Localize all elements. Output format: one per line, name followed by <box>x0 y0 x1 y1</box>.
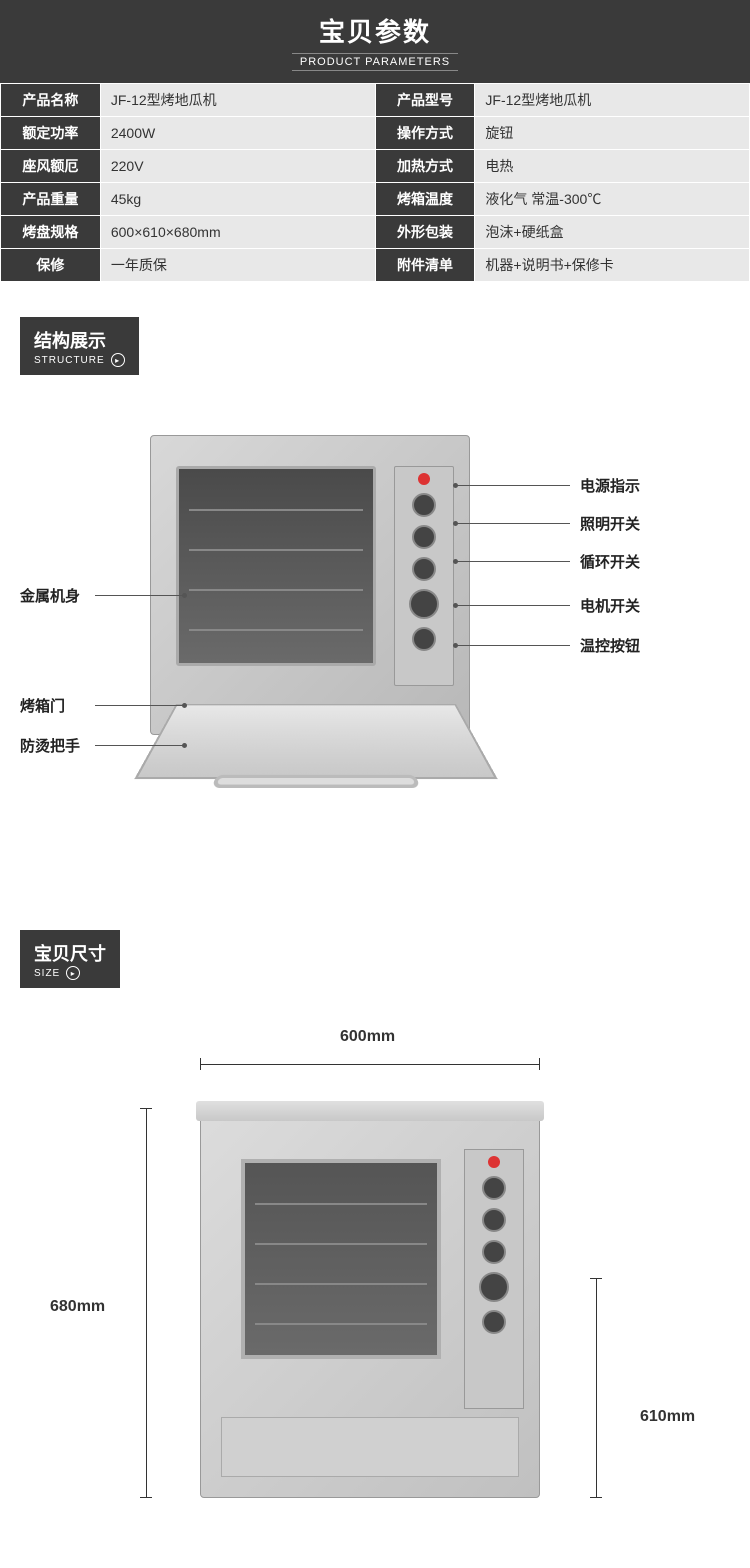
machine-illustration-front <box>200 1108 540 1498</box>
dim-depth: 610mm <box>640 1408 695 1426</box>
dim-height: 680mm <box>50 1298 105 1316</box>
param-value: 220V <box>100 150 375 183</box>
param-label: 座风额厄 <box>1 150 101 183</box>
size-tag-cn: 宝贝尺寸 <box>34 940 106 966</box>
param-label: 烤箱温度 <box>375 183 475 216</box>
param-label: 产品重量 <box>1 183 101 216</box>
param-label: 额定功率 <box>1 117 101 150</box>
arrow-icon: ▸ <box>111 353 125 367</box>
param-value: JF-12型烤地瓜机 <box>475 84 750 117</box>
param-label: 附件清单 <box>375 249 475 282</box>
header-title-cn: 宝贝参数 <box>0 12 750 49</box>
param-value: 45kg <box>100 183 375 216</box>
structure-diagram: 金属机身烤箱门防烫把手 电源指示照明开关循环开关电机开关温控按钮 <box>0 395 750 895</box>
param-value: 液化气 常温-300℃ <box>475 183 750 216</box>
param-value: 旋钮 <box>475 117 750 150</box>
param-label: 保修 <box>1 249 101 282</box>
size-diagram: 600mm 680mm 610mm <box>0 1008 750 1568</box>
param-value: 泡沫+硬纸盒 <box>475 216 750 249</box>
arrow-icon: ▸ <box>66 966 80 980</box>
callout-right: 循环开关 <box>580 551 640 572</box>
param-label: 产品名称 <box>1 84 101 117</box>
size-tag-en: SIZE ▸ <box>34 966 106 980</box>
structure-tag-cn: 结构展示 <box>34 327 125 353</box>
structure-tag: 结构展示 STRUCTURE ▸ <box>20 317 139 375</box>
param-value: 2400W <box>100 117 375 150</box>
machine-illustration-open <box>150 435 500 815</box>
product-params-header: 宝贝参数 PRODUCT PARAMETERS <box>0 0 750 83</box>
param-label: 操作方式 <box>375 117 475 150</box>
callout-right: 电机开关 <box>580 595 640 616</box>
param-value: 机器+说明书+保修卡 <box>475 249 750 282</box>
callout-left: 防烫把手 <box>20 735 80 756</box>
structure-tag-en: STRUCTURE ▸ <box>34 353 125 367</box>
param-value: 电热 <box>475 150 750 183</box>
callout-right: 照明开关 <box>580 513 640 534</box>
param-value: JF-12型烤地瓜机 <box>100 84 375 117</box>
param-label: 加热方式 <box>375 150 475 183</box>
param-value: 600×610×680mm <box>100 216 375 249</box>
dim-width: 600mm <box>340 1028 395 1046</box>
param-label: 产品型号 <box>375 84 475 117</box>
param-label: 烤盘规格 <box>1 216 101 249</box>
callout-right: 温控按钮 <box>580 635 640 656</box>
size-tag: 宝贝尺寸 SIZE ▸ <box>20 930 120 988</box>
callout-right: 电源指示 <box>580 475 640 496</box>
param-label: 外形包装 <box>375 216 475 249</box>
callout-left: 烤箱门 <box>20 695 65 716</box>
callout-left: 金属机身 <box>20 585 80 606</box>
header-title-en: PRODUCT PARAMETERS <box>292 53 458 71</box>
params-table: 产品名称 JF-12型烤地瓜机 产品型号 JF-12型烤地瓜机 额定功率 240… <box>0 83 750 282</box>
param-value: 一年质保 <box>100 249 375 282</box>
